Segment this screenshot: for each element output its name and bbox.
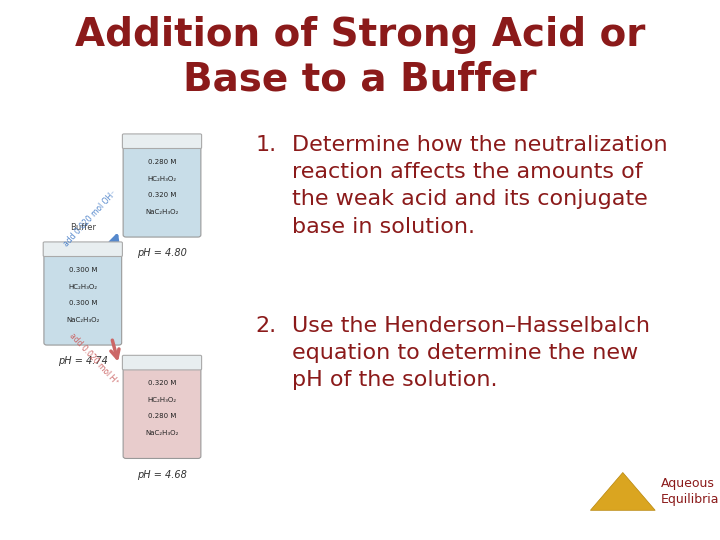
Text: Addition of Strong Acid or
Base to a Buffer: Addition of Strong Acid or Base to a Buf… xyxy=(75,16,645,98)
FancyBboxPatch shape xyxy=(43,242,122,256)
FancyBboxPatch shape xyxy=(122,355,202,370)
Text: HC₂H₃O₂: HC₂H₃O₂ xyxy=(68,284,97,289)
FancyBboxPatch shape xyxy=(44,244,122,345)
Text: 0.300 M: 0.300 M xyxy=(68,267,97,273)
Polygon shape xyxy=(590,472,655,510)
Text: 0.320 M: 0.320 M xyxy=(148,380,176,387)
Text: Determine how the neutralization
reaction affects the amounts of
the weak acid a: Determine how the neutralization reactio… xyxy=(292,135,667,237)
Text: NaC₂H₃O₂: NaC₂H₃O₂ xyxy=(145,208,179,214)
Text: Buffer: Buffer xyxy=(70,223,96,232)
Text: pH = 4.80: pH = 4.80 xyxy=(137,248,187,259)
FancyBboxPatch shape xyxy=(123,357,201,458)
Text: 0.320 M: 0.320 M xyxy=(148,192,176,198)
Text: HC₂H₃O₂: HC₂H₃O₂ xyxy=(148,176,176,181)
Text: add 0.020 mol OH⁻: add 0.020 mol OH⁻ xyxy=(62,189,118,248)
Text: NaC₂H₃O₂: NaC₂H₃O₂ xyxy=(145,430,179,436)
Text: HC₂H₃O₂: HC₂H₃O₂ xyxy=(148,397,176,403)
Text: 0.280 M: 0.280 M xyxy=(148,159,176,165)
Text: 1.: 1. xyxy=(256,135,276,155)
Text: 0.300 M: 0.300 M xyxy=(68,300,97,306)
Text: NaC₂H₃O₂: NaC₂H₃O₂ xyxy=(66,316,99,322)
Text: Use the Henderson–Hasselbalch
equation to determine the new
pH of the solution.: Use the Henderson–Hasselbalch equation t… xyxy=(292,316,649,390)
FancyBboxPatch shape xyxy=(122,134,202,148)
Text: 2.: 2. xyxy=(256,316,276,336)
FancyBboxPatch shape xyxy=(123,136,201,237)
Text: 0.280 M: 0.280 M xyxy=(148,414,176,420)
Text: pH = 4.68: pH = 4.68 xyxy=(137,470,187,480)
Text: Aqueous
Equilibria: Aqueous Equilibria xyxy=(661,477,719,506)
Text: pH = 4.74: pH = 4.74 xyxy=(58,356,108,367)
Text: add 0.020 mol H⁺: add 0.020 mol H⁺ xyxy=(67,332,120,387)
